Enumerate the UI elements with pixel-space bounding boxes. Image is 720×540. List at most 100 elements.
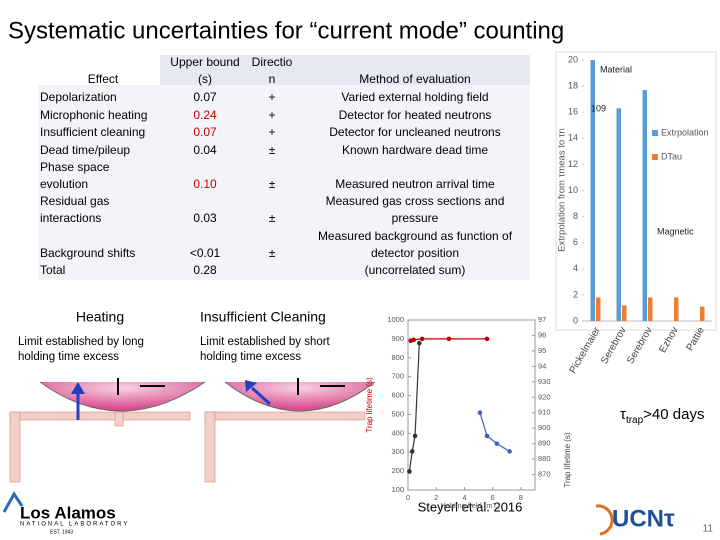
point bbox=[484, 433, 490, 439]
point bbox=[484, 336, 490, 342]
table-cell: pressure bbox=[392, 211, 439, 225]
table-cell: ± bbox=[269, 143, 276, 157]
y-tick-label: 1000 bbox=[387, 315, 404, 324]
y-tick-label: 20 bbox=[568, 54, 578, 64]
x-tick-label: Serebrov bbox=[625, 325, 655, 366]
table-cell: + bbox=[268, 108, 275, 122]
bar bbox=[648, 297, 653, 321]
y-tick-label: 200 bbox=[391, 466, 404, 475]
y2-tick-label: 880 bbox=[538, 454, 551, 463]
citation: Steyerl et al. 2016 bbox=[418, 499, 523, 514]
bar bbox=[700, 306, 705, 321]
y-axis-label: Extrpolation from τmeas to τn bbox=[557, 128, 568, 252]
y-tick-label: 700 bbox=[391, 372, 404, 381]
table-cell: Detector for heated neutrons bbox=[339, 108, 492, 122]
y2-tick-label: 930 bbox=[538, 377, 551, 386]
table-cell: evolution bbox=[40, 177, 88, 191]
table-cell: Microphonic heating bbox=[40, 108, 147, 122]
slide-title: Systematic uncertainties for “current mo… bbox=[8, 17, 564, 44]
x-axis-label: Holding field (mT) bbox=[440, 501, 500, 510]
table-cell: detector position bbox=[371, 246, 459, 260]
brand-arc bbox=[595, 504, 614, 536]
y-tick-label: 100 bbox=[391, 485, 404, 494]
table-header: Upper bound bbox=[170, 55, 239, 69]
y2-tick-label: 97 bbox=[538, 315, 546, 324]
point bbox=[416, 340, 422, 346]
table-cell: Detector for uncleaned neutrons bbox=[329, 125, 500, 139]
table-cell: ± bbox=[269, 177, 276, 191]
section-heading: Insufficient Cleaning bbox=[200, 309, 326, 325]
table-cell: Measured gas cross sections and bbox=[326, 194, 505, 208]
table-cell: 0.10 bbox=[193, 177, 217, 191]
annotation: Magnetic bbox=[657, 226, 694, 236]
y2-tick-label: 95 bbox=[538, 346, 546, 355]
section-note: Limit established by long bbox=[18, 336, 144, 348]
y-tick-label: 800 bbox=[391, 353, 404, 362]
table-cell: Depolarization bbox=[40, 90, 117, 104]
x-tick-label: 8 bbox=[519, 493, 523, 502]
logo-line: NATIONAL LABORATORY bbox=[20, 522, 129, 528]
table-cell: Total bbox=[40, 263, 65, 277]
section-note: holding time excess bbox=[18, 351, 119, 363]
point bbox=[419, 336, 425, 342]
y-tick-label: 10 bbox=[568, 185, 578, 195]
y2-tick-label: 870 bbox=[538, 470, 551, 479]
point bbox=[407, 469, 412, 474]
y-tick-label: 2 bbox=[573, 289, 578, 299]
table-cell: Residual gas bbox=[40, 194, 109, 208]
y-tick-label: 4 bbox=[573, 263, 578, 273]
y-tick-label: 0 bbox=[573, 315, 578, 325]
table-cell: interactions bbox=[40, 211, 101, 225]
annotation: Material bbox=[600, 64, 632, 74]
heating-diagram bbox=[9, 378, 206, 483]
table-cell: 0.04 bbox=[193, 143, 217, 157]
y2-tick-label: 96 bbox=[538, 330, 546, 339]
y-tick-label: 14 bbox=[568, 133, 578, 143]
tau: τ bbox=[620, 406, 626, 423]
tau-sub: trap bbox=[626, 415, 644, 426]
legend-swatch bbox=[652, 154, 658, 160]
y-tick-label: 900 bbox=[391, 334, 404, 343]
point bbox=[507, 449, 512, 454]
y-tick-label: 600 bbox=[391, 391, 404, 400]
table-header: (s) bbox=[198, 72, 212, 86]
table-header-band bbox=[160, 55, 530, 85]
table-cell: 0.03 bbox=[193, 211, 217, 225]
point bbox=[411, 337, 416, 343]
table-header: n bbox=[269, 72, 276, 86]
point bbox=[412, 433, 418, 439]
table-cell: (uncorrelated sum) bbox=[365, 263, 466, 277]
bar bbox=[596, 297, 601, 321]
table-cell: Varied external holding field bbox=[341, 90, 488, 104]
table-cell: + bbox=[268, 125, 275, 139]
bar bbox=[616, 108, 621, 321]
table-cell: ± bbox=[269, 246, 276, 260]
logo-est: EST. 1943 bbox=[50, 529, 73, 535]
brand: UCNτ bbox=[612, 505, 675, 532]
bar bbox=[590, 60, 595, 321]
table-cell: 0.24 bbox=[193, 108, 217, 122]
x-tick-label: 4 bbox=[462, 493, 466, 502]
legend-label: Extrpolation bbox=[661, 127, 709, 137]
table-cell: Measured background as function of bbox=[318, 229, 513, 243]
x-tick-label: 6 bbox=[491, 493, 495, 502]
y-tick-label: 12 bbox=[568, 159, 578, 169]
table-cell: 0.07 bbox=[193, 90, 217, 104]
series-line bbox=[408, 343, 420, 472]
table-cell: 0.28 bbox=[193, 263, 217, 277]
bar bbox=[642, 90, 647, 321]
page-number: 11 bbox=[703, 524, 714, 535]
y-tick-label: 18 bbox=[568, 80, 578, 90]
table-cell: + bbox=[268, 90, 275, 104]
y2-tick-label: 910 bbox=[538, 408, 551, 417]
legend-label: DTau bbox=[661, 151, 682, 161]
plot-frame bbox=[407, 319, 536, 491]
y2-axis-label: Trap lifetime (s) bbox=[563, 432, 572, 488]
table-cell: 0.07 bbox=[193, 125, 217, 139]
y2-tick-label: 900 bbox=[538, 423, 551, 432]
y-tick-label: 300 bbox=[391, 447, 404, 456]
tau-rest: >40 days bbox=[643, 406, 704, 423]
y-tick-label: 500 bbox=[391, 409, 404, 418]
table-header: Directio bbox=[252, 55, 293, 69]
